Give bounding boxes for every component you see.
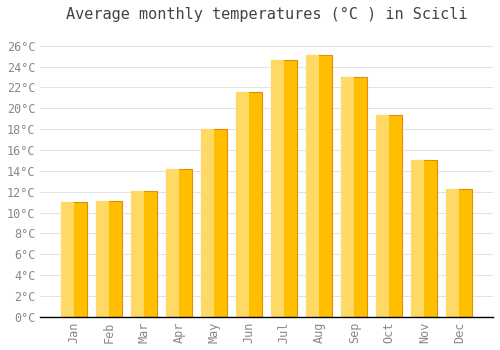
Bar <box>446 189 460 317</box>
Bar <box>236 92 249 317</box>
Bar <box>131 191 157 317</box>
Bar <box>341 77 354 317</box>
Bar <box>446 189 472 317</box>
Bar <box>411 160 424 317</box>
Bar <box>271 60 284 317</box>
Bar <box>166 169 179 317</box>
Title: Average monthly temperatures (°C ) in Scicli: Average monthly temperatures (°C ) in Sc… <box>66 7 468 22</box>
Bar <box>201 129 228 317</box>
Bar <box>131 191 144 317</box>
Bar <box>306 55 319 317</box>
Bar <box>271 60 297 317</box>
Bar <box>201 129 214 317</box>
Bar <box>61 202 87 317</box>
Bar <box>96 201 109 317</box>
Bar <box>376 114 390 317</box>
Bar <box>376 114 402 317</box>
Bar <box>341 77 367 317</box>
Bar <box>306 55 332 317</box>
Bar <box>166 169 192 317</box>
Bar <box>411 160 438 317</box>
Bar <box>96 201 122 317</box>
Bar <box>236 92 262 317</box>
Bar <box>61 202 74 317</box>
